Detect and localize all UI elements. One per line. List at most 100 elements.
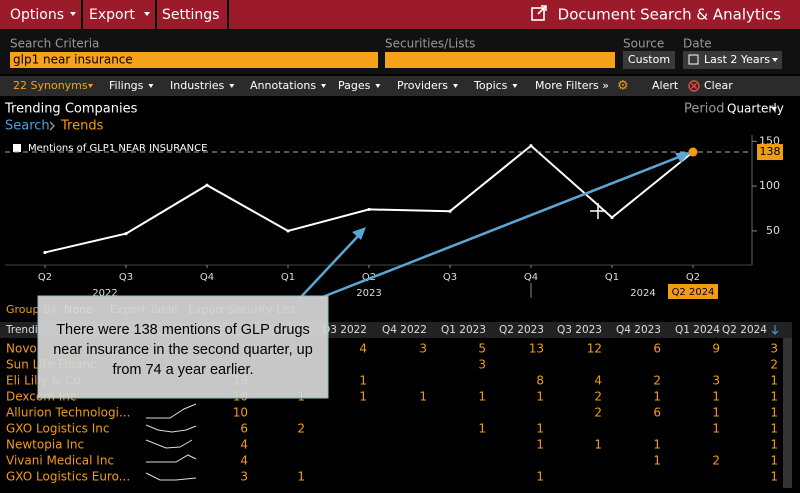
criteria-value[interactable]: glp1 near insurance (13, 53, 133, 67)
menu-settings[interactable]: Settings (162, 7, 219, 23)
dropdown-icon (772, 58, 778, 62)
value-label-box (757, 144, 783, 161)
point (448, 209, 452, 213)
year-label: 2024 (630, 288, 655, 299)
cell-value: 1 (594, 438, 602, 452)
menu-export[interactable]: Export (89, 7, 135, 23)
source-button[interactable] (623, 51, 675, 69)
date-button[interactable] (683, 51, 782, 69)
external-icon (531, 5, 547, 21)
x-tick-label: Q3 (119, 272, 133, 283)
cell-value: 2 (594, 406, 602, 420)
column-header: Q3 2023 (557, 324, 602, 336)
filter-item[interactable]: Filings (109, 79, 144, 92)
criteria-label: Search Criteria (10, 37, 99, 51)
period-value[interactable]: Quarterly (727, 102, 784, 116)
cell-value: 6 (653, 342, 661, 356)
y-tick-label: 100 (759, 179, 780, 192)
cell-value: 4 (594, 374, 602, 388)
menu-options[interactable]: Options (10, 7, 64, 23)
cell-value: 1 (712, 406, 720, 420)
company-name[interactable]: Vivani Medical Inc (6, 454, 114, 468)
company-name[interactable]: Newtopia Inc (6, 438, 84, 452)
securities-input[interactable] (385, 52, 615, 68)
sparkline (145, 439, 193, 449)
cell-value: 1 (770, 406, 778, 420)
calendar-icon (688, 54, 699, 65)
clear-icon (688, 80, 700, 92)
legend-label: Mentions of GLP1 NEAR INSURANCE (28, 143, 207, 154)
cell-value: 2 (770, 358, 778, 372)
point (205, 183, 209, 187)
callout-arrow (299, 233, 361, 299)
point (43, 250, 47, 255)
alert-button[interactable]: Alert (652, 79, 679, 92)
x-tick-label: Q2 (38, 272, 52, 283)
synonyms-filter[interactable]: 22 Synonyms (13, 79, 88, 92)
filter-item[interactable]: Topics (473, 79, 508, 92)
x-highlight-box (668, 284, 718, 299)
source-value[interactable]: Custom (628, 53, 670, 66)
company-name[interactable]: Allurion Technologi... (6, 406, 130, 420)
cell-value: 4 (359, 342, 367, 356)
dropdown-icon (88, 84, 93, 88)
callout-line: near insurance in the second quarter, up (53, 342, 313, 358)
dropdown-icon (321, 84, 327, 88)
alert-icon: ⚙ (617, 79, 629, 94)
cell-value: 4 (240, 454, 248, 468)
cell-value: 1 (419, 390, 427, 404)
point (286, 229, 290, 233)
sort-icon (771, 325, 779, 335)
company-name[interactable]: GXO Logistics Euro... (6, 470, 130, 484)
y-tick-label: 150 (759, 134, 780, 147)
cell-value: 9 (712, 342, 720, 356)
filter-item[interactable]: Pages (338, 79, 371, 92)
cell-value: 1 (653, 438, 661, 452)
dropdown-icon (771, 107, 777, 111)
cell-value: 1 (478, 390, 486, 404)
callout-box (37, 295, 329, 399)
column-header: Q2 2024 (722, 324, 767, 336)
cell-value: 1 (536, 470, 544, 484)
date-value[interactable]: Last 2 Years (704, 53, 770, 66)
legend-checkbox[interactable] (13, 144, 21, 152)
more-filters[interactable]: More Filters » (535, 79, 609, 92)
column-header: Q3 2022 (322, 324, 367, 336)
callout-line: from 74 a year earlier. (112, 362, 253, 378)
cell-value: 3 (770, 342, 778, 356)
cell-value: 1 (653, 454, 661, 468)
criteria-input[interactable] (10, 52, 378, 68)
x-tick-label: Q1 (281, 272, 295, 283)
filter-item[interactable]: Annotations (250, 79, 316, 92)
clear-button[interactable]: Clear (704, 79, 733, 92)
dropdown-icon (229, 84, 235, 88)
clear-icon (691, 83, 697, 89)
cell-value: 5 (478, 342, 486, 356)
cursor (590, 203, 606, 219)
x-tick-label: Q2 (686, 272, 700, 283)
sparkline (146, 403, 197, 419)
cell-value: 1 (770, 470, 778, 484)
dropdown-icon (512, 84, 518, 88)
sparkline (145, 472, 197, 481)
cell-value: 3 (478, 358, 486, 372)
breadcrumb-search[interactable]: Search (5, 119, 50, 134)
column-header: Q2 2023 (499, 324, 544, 336)
callout-arrowhead (352, 227, 366, 240)
cell-value: 1 (712, 422, 720, 436)
filter-item[interactable]: Industries (170, 79, 225, 92)
filter-item[interactable]: Providers (397, 79, 448, 92)
company-name[interactable]: Novo (6, 342, 37, 356)
column-header: Q1 2023 (441, 324, 486, 336)
column-header: Q1 2024 (675, 324, 720, 336)
cell-value: 1 (297, 470, 305, 484)
year-label: 2023 (356, 288, 381, 299)
app-title: Document Search & Analytics (558, 6, 782, 24)
x-tick-label: Q4 (524, 272, 538, 283)
point (124, 232, 128, 236)
date-label: Date (683, 37, 712, 51)
period-label: Period (684, 102, 725, 117)
cell-value: 2 (653, 374, 661, 388)
company-name[interactable]: GXO Logistics Inc (6, 422, 109, 436)
